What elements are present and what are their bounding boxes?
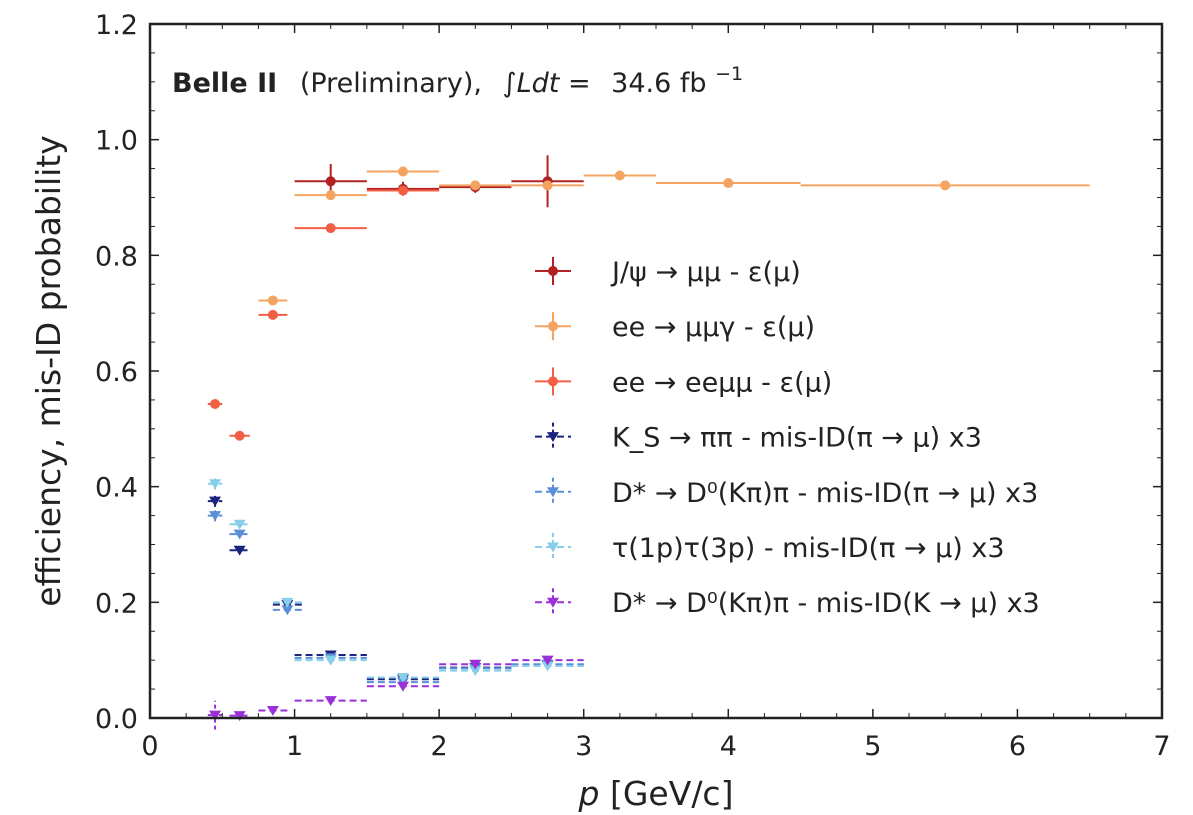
legend-label: D* → D⁰(Kπ)π - mis-ID(π → μ) x3: [612, 478, 1038, 509]
x-tick-label: 1: [286, 731, 303, 762]
data-point: [397, 673, 409, 683]
legend-item: K_S → ππ - mis-ID(π → μ) x3: [535, 422, 982, 454]
data-point: [233, 529, 246, 540]
data-point: [541, 661, 554, 672]
legend-item: D* → D⁰(Kπ)π - mis-ID(π → μ) x3: [535, 477, 1038, 509]
data-point: [398, 185, 408, 196]
data-point: [234, 430, 245, 441]
legend-label: ee → μμγ - ε(μ): [612, 312, 815, 343]
data-point: [267, 295, 278, 306]
legend-marker: [548, 376, 558, 387]
data-point: [267, 309, 278, 320]
data-point: [281, 597, 294, 608]
y-tick-label: 0.8: [95, 241, 138, 272]
legend-item: ee → μμγ - ε(μ): [535, 312, 815, 343]
legend-marker: [547, 432, 559, 442]
status-label: (Preliminary),: [300, 68, 482, 99]
series-3: [207, 185, 440, 441]
x-axis-title: p [GeV/c]: [578, 774, 734, 813]
legend-item: D* → D⁰(Kπ)π - mis-ID(K → μ) x3: [535, 588, 1040, 619]
data-point: [281, 605, 294, 616]
data-point: [614, 170, 625, 181]
legend-label: K_S → ππ - mis-ID(π → μ) x3: [612, 423, 982, 454]
data-point: [469, 659, 482, 670]
legend-marker: [548, 321, 558, 332]
legend-marker: [548, 266, 558, 276]
legend-item: τ(1p)τ(3p) - mis-ID(π → μ) x3: [535, 533, 1005, 564]
data-point: [266, 705, 279, 716]
svg-text:Belle II (Preliminary),: Belle II (Preliminary), ∫Ldt = 34.6 fb −…: [172, 63, 743, 99]
x-tick-label: 0: [141, 731, 158, 762]
plot-data-layer: [207, 155, 1090, 730]
x-tick-label: 4: [720, 731, 737, 762]
data-point: [397, 681, 409, 692]
y-tick-label: 0.6: [95, 357, 138, 388]
axis-ticks: [149, 23, 1163, 719]
data-point: [209, 479, 222, 490]
lumi-exponent: −1: [715, 63, 743, 85]
data-point: [325, 176, 336, 187]
lumi-value: 34.6 fb: [611, 68, 706, 99]
series-2: [258, 166, 1090, 306]
data-point: [470, 180, 481, 191]
legend-marker: [547, 597, 559, 608]
x-tick-label: 2: [431, 731, 448, 762]
legend-item: ee → eeμμ - ε(μ): [535, 367, 832, 398]
data-point: [542, 180, 553, 191]
series-4: [207, 495, 584, 685]
data-point: [723, 178, 734, 189]
series-6: [207, 477, 584, 683]
data-point: [398, 166, 408, 177]
x-tick-label: 5: [864, 731, 881, 762]
data-point: [209, 511, 222, 521]
y-tick-label: 1.2: [95, 10, 138, 41]
y-tick-label: 0.2: [95, 588, 138, 619]
legend-label: ee → eeμμ - ε(μ): [612, 367, 832, 398]
data-point: [233, 545, 246, 556]
lumi-label: ∫Ldt =: [503, 68, 591, 99]
series-1: [294, 155, 584, 208]
legend-label: τ(1p)τ(3p) - mis-ID(π → μ) x3: [612, 533, 1005, 564]
data-point: [324, 655, 337, 666]
legend-marker: [547, 487, 559, 498]
legend-label: D* → D⁰(Kπ)π - mis-ID(K → μ) x3: [612, 588, 1040, 619]
x-tick-label: 3: [575, 731, 592, 762]
legend-marker: [547, 542, 559, 553]
x-tick-label: 7: [1153, 731, 1170, 762]
y-tick-label: 0.0: [95, 704, 138, 735]
x-tick-label: 6: [1009, 731, 1026, 762]
experiment-annotation: Belle II (Preliminary), ∫Ldt = 34.6 fb −…: [172, 63, 743, 99]
data-point: [233, 711, 246, 722]
experiment-label: Belle II: [172, 68, 277, 99]
data-point: [209, 710, 222, 721]
data-point: [233, 519, 246, 530]
y-tick-label: 0.4: [95, 473, 138, 504]
y-axis-title: efficiency, mis-ID probability: [29, 135, 68, 607]
data-point: [324, 696, 337, 707]
legend-label: J/ψ → μμ - ε(μ): [610, 257, 801, 288]
data-point: [325, 223, 336, 234]
data-point: [469, 666, 482, 676]
data-point: [325, 190, 336, 201]
data-point: [940, 180, 951, 191]
tick-labels: 0 1 2 3 4 5 6 7 0.0 0.2 0.4 0.6 0.8 1.0 1.2: [95, 10, 1171, 762]
data-point: [209, 496, 222, 507]
y-tick-label: 1.0: [95, 126, 138, 157]
legend-item: J/ψ → μμ - ε(μ): [535, 257, 801, 288]
data-point: [210, 398, 221, 409]
legend: J/ψ → μμ - ε(μ) ee → μμγ - ε(μ) ee → eeμμ …: [535, 257, 1040, 619]
data-point: [541, 655, 554, 666]
